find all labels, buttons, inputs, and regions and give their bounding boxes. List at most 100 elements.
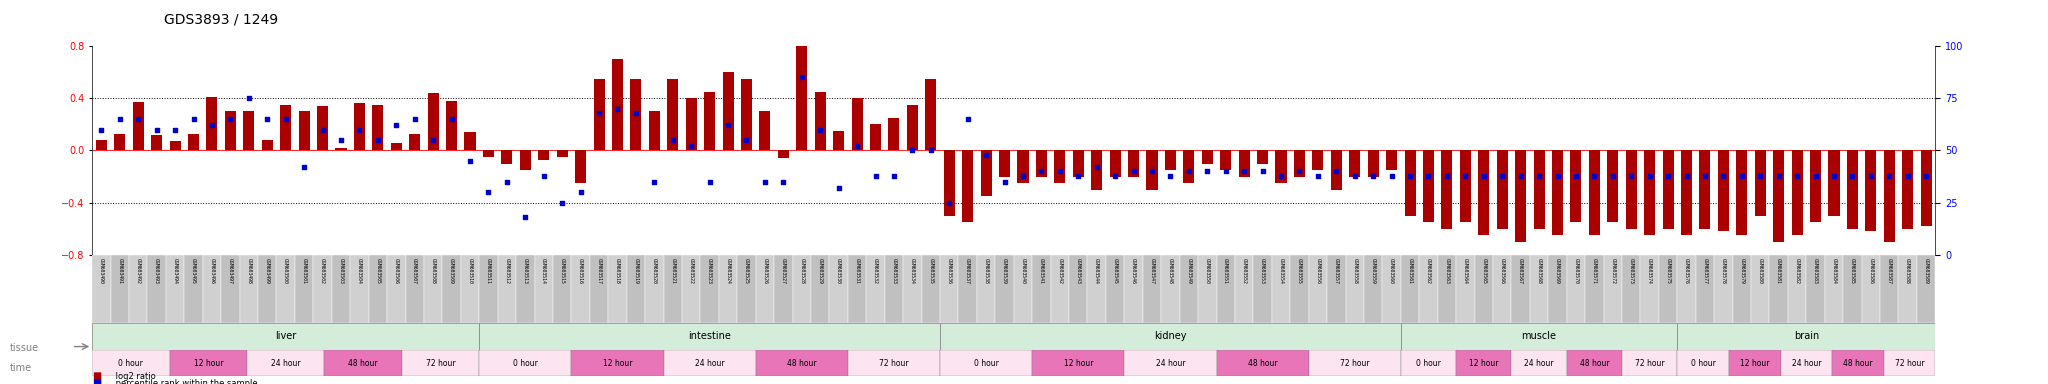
FancyBboxPatch shape bbox=[1530, 255, 1548, 323]
Bar bbox=[741, 79, 752, 151]
FancyBboxPatch shape bbox=[977, 255, 995, 323]
Bar bbox=[336, 148, 346, 151]
FancyBboxPatch shape bbox=[387, 255, 406, 323]
Text: GSM603552: GSM603552 bbox=[1241, 258, 1247, 284]
Point bbox=[713, 122, 745, 129]
FancyBboxPatch shape bbox=[866, 255, 885, 323]
Point bbox=[1780, 172, 1815, 179]
Point bbox=[526, 172, 559, 179]
Text: GSM603539: GSM603539 bbox=[1001, 258, 1008, 284]
Bar bbox=[1663, 151, 1673, 229]
Point bbox=[803, 126, 836, 132]
Point bbox=[1024, 168, 1057, 174]
Point bbox=[913, 147, 946, 154]
Point bbox=[397, 116, 430, 122]
FancyBboxPatch shape bbox=[1401, 323, 1677, 350]
Point bbox=[1098, 172, 1130, 179]
Text: GSM603548: GSM603548 bbox=[1167, 258, 1174, 284]
Point bbox=[416, 137, 449, 143]
Text: GSM603529: GSM603529 bbox=[817, 258, 823, 284]
Text: GSM603578: GSM603578 bbox=[1720, 258, 1726, 284]
Point bbox=[674, 143, 709, 149]
Bar bbox=[1092, 151, 1102, 190]
Point bbox=[1853, 172, 1886, 179]
Bar bbox=[1792, 151, 1802, 235]
Point bbox=[582, 110, 614, 116]
Bar bbox=[852, 98, 862, 151]
Point bbox=[1632, 172, 1665, 179]
FancyBboxPatch shape bbox=[922, 255, 940, 323]
FancyBboxPatch shape bbox=[1124, 255, 1143, 323]
Text: GSM603557: GSM603557 bbox=[1333, 258, 1339, 284]
Text: 0 hour: 0 hour bbox=[973, 359, 999, 367]
Text: 0 hour: 0 hour bbox=[119, 359, 143, 367]
FancyBboxPatch shape bbox=[92, 255, 111, 323]
Point bbox=[1042, 168, 1077, 174]
FancyBboxPatch shape bbox=[324, 350, 401, 376]
FancyBboxPatch shape bbox=[903, 255, 922, 323]
FancyBboxPatch shape bbox=[1235, 255, 1253, 323]
Bar bbox=[649, 111, 659, 151]
Text: GSM603563: GSM603563 bbox=[1444, 258, 1450, 284]
Point bbox=[692, 179, 725, 185]
Text: GSM603520: GSM603520 bbox=[651, 258, 657, 284]
Text: GSM603503: GSM603503 bbox=[338, 258, 344, 284]
Point bbox=[563, 189, 598, 195]
FancyBboxPatch shape bbox=[184, 255, 203, 323]
Point bbox=[748, 179, 780, 185]
Text: GSM603587: GSM603587 bbox=[1886, 258, 1892, 284]
Text: 72 hour: 72 hour bbox=[426, 359, 455, 367]
Point bbox=[1376, 172, 1409, 179]
Point bbox=[729, 137, 762, 143]
FancyBboxPatch shape bbox=[1843, 255, 1862, 323]
Point bbox=[1153, 172, 1186, 179]
Text: GSM603519: GSM603519 bbox=[633, 258, 639, 284]
Text: GSM603523: GSM603523 bbox=[707, 258, 713, 284]
Text: 12 hour: 12 hour bbox=[1063, 359, 1094, 367]
FancyBboxPatch shape bbox=[1788, 255, 1806, 323]
FancyBboxPatch shape bbox=[1401, 255, 1419, 323]
Text: ■: ■ bbox=[92, 378, 102, 384]
FancyBboxPatch shape bbox=[1456, 350, 1511, 376]
Text: GSM603505: GSM603505 bbox=[375, 258, 381, 284]
Point bbox=[1245, 168, 1278, 174]
FancyBboxPatch shape bbox=[1253, 255, 1272, 323]
FancyBboxPatch shape bbox=[332, 255, 350, 323]
Bar bbox=[1718, 151, 1729, 232]
FancyBboxPatch shape bbox=[1714, 255, 1733, 323]
FancyBboxPatch shape bbox=[995, 255, 1014, 323]
Text: GSM603524: GSM603524 bbox=[725, 258, 731, 284]
Text: 12 hour: 12 hour bbox=[1741, 359, 1769, 367]
FancyBboxPatch shape bbox=[147, 255, 166, 323]
Bar bbox=[1921, 151, 1931, 226]
Text: GSM603568: GSM603568 bbox=[1536, 258, 1542, 284]
Bar bbox=[1423, 151, 1434, 222]
Bar bbox=[1755, 151, 1765, 216]
FancyBboxPatch shape bbox=[1769, 255, 1788, 323]
Bar bbox=[594, 79, 604, 151]
Point bbox=[231, 95, 266, 101]
Point bbox=[1303, 172, 1335, 179]
FancyBboxPatch shape bbox=[774, 255, 793, 323]
FancyBboxPatch shape bbox=[1729, 350, 1780, 376]
Text: GSM603569: GSM603569 bbox=[1554, 258, 1561, 284]
Bar bbox=[1165, 151, 1176, 170]
Bar bbox=[262, 140, 272, 151]
FancyBboxPatch shape bbox=[958, 255, 977, 323]
Text: GSM603518: GSM603518 bbox=[614, 258, 621, 284]
Bar bbox=[1608, 151, 1618, 222]
Bar bbox=[354, 104, 365, 151]
FancyBboxPatch shape bbox=[1696, 255, 1714, 323]
Text: GSM603502: GSM603502 bbox=[319, 258, 326, 284]
Text: GSM603500: GSM603500 bbox=[283, 258, 289, 284]
FancyBboxPatch shape bbox=[1880, 255, 1898, 323]
FancyBboxPatch shape bbox=[719, 255, 737, 323]
Text: GSM603507: GSM603507 bbox=[412, 258, 418, 284]
FancyBboxPatch shape bbox=[1733, 255, 1751, 323]
Text: GSM603492: GSM603492 bbox=[135, 258, 141, 284]
Text: GSM603516: GSM603516 bbox=[578, 258, 584, 284]
Bar bbox=[870, 124, 881, 151]
Point bbox=[1411, 172, 1444, 179]
Point bbox=[784, 74, 817, 81]
Bar bbox=[96, 140, 106, 151]
